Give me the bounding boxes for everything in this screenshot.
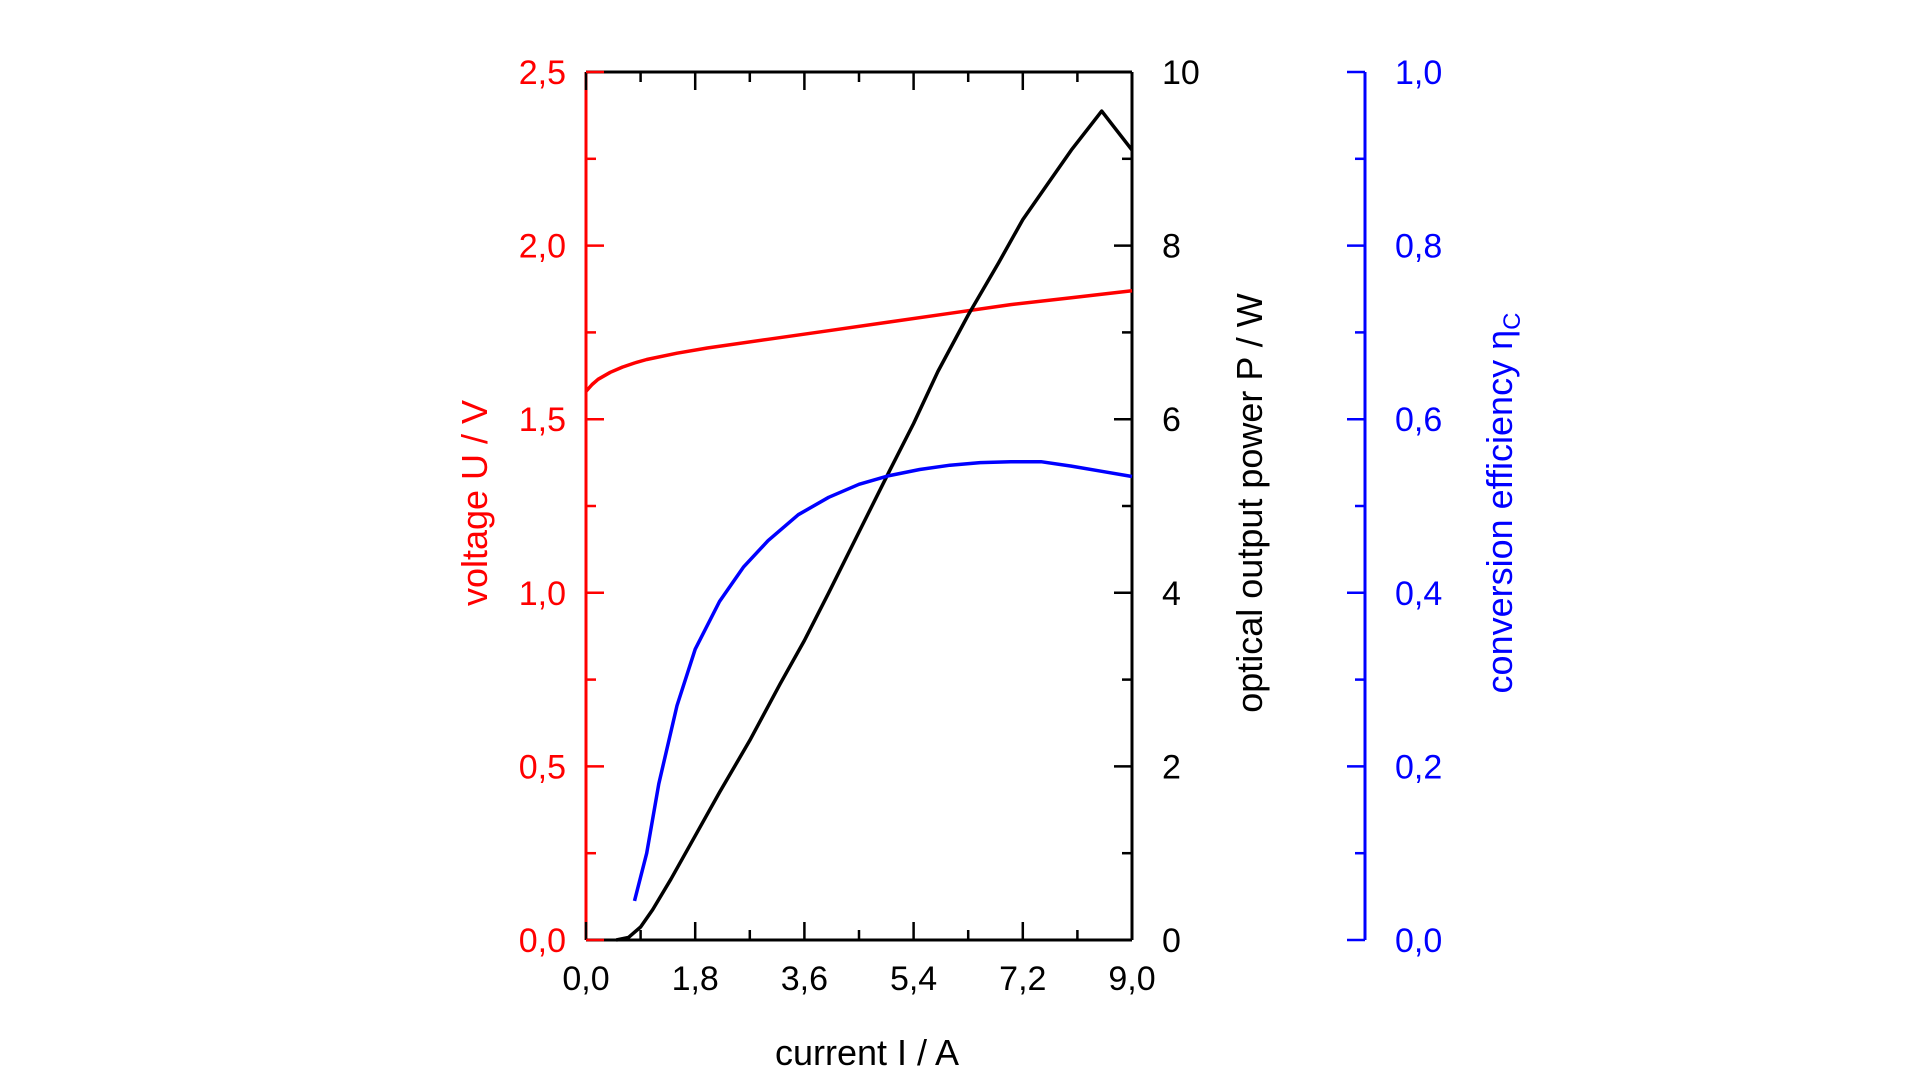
x-tick-label: 3,6 [781, 960, 828, 998]
power-tick-label: 0 [1162, 922, 1181, 960]
efficiency-axis-title: conversion efficiency ηC [1479, 313, 1526, 694]
voltage-line [584, 288, 1133, 393]
x-tick-label: 9,0 [1108, 960, 1155, 998]
conversion-efficiency-line [632, 459, 1133, 902]
efficiency-tick-label: 0,0 [1395, 922, 1442, 960]
x-tick-label: 7,2 [999, 960, 1046, 998]
x-axis-title: current I / A [775, 1032, 959, 1073]
optical-output-power-line [615, 109, 1134, 942]
x-tick-label: 0,0 [562, 960, 609, 998]
power-tick-label: 10 [1162, 54, 1200, 92]
voltage-tick-label: 2,5 [519, 54, 566, 92]
efficiency-tick-label: 0,6 [1395, 401, 1442, 439]
axes: 0,0 1,8 3,6 5,4 7,2 9,0 0,0 0,5 1,0 1,5 2,0 2,5 0 2 4 6… [519, 54, 1443, 998]
power-axis-title: optical output power P / W [1229, 293, 1270, 713]
voltage-tick-label: 1,0 [519, 575, 566, 613]
power-tick-label: 4 [1162, 575, 1181, 613]
efficiency-axis-title-subscript: C [1499, 313, 1526, 330]
power-tick-label: 6 [1162, 401, 1181, 439]
voltage-tick-label: 0,0 [519, 922, 566, 960]
voltage-tick-label: 0,5 [519, 748, 566, 786]
voltage-tick-label: 2,0 [519, 228, 566, 266]
power-tick-label: 8 [1162, 228, 1181, 266]
x-tick-label: 1,8 [672, 960, 719, 998]
efficiency-tick-label: 0,4 [1395, 575, 1442, 613]
efficiency-axis-title-main: conversion efficiency η [1479, 330, 1520, 694]
power-tick-label: 2 [1162, 748, 1181, 786]
x-tick-label: 5,4 [890, 960, 937, 998]
series-lines [584, 109, 1134, 942]
voltage-axis-title: voltage U / V [454, 400, 495, 606]
voltage-tick-label: 1,5 [519, 401, 566, 439]
efficiency-tick-label: 0,8 [1395, 228, 1442, 266]
efficiency-tick-label: 0,2 [1395, 748, 1442, 786]
efficiency-tick-label: 1,0 [1395, 54, 1442, 92]
